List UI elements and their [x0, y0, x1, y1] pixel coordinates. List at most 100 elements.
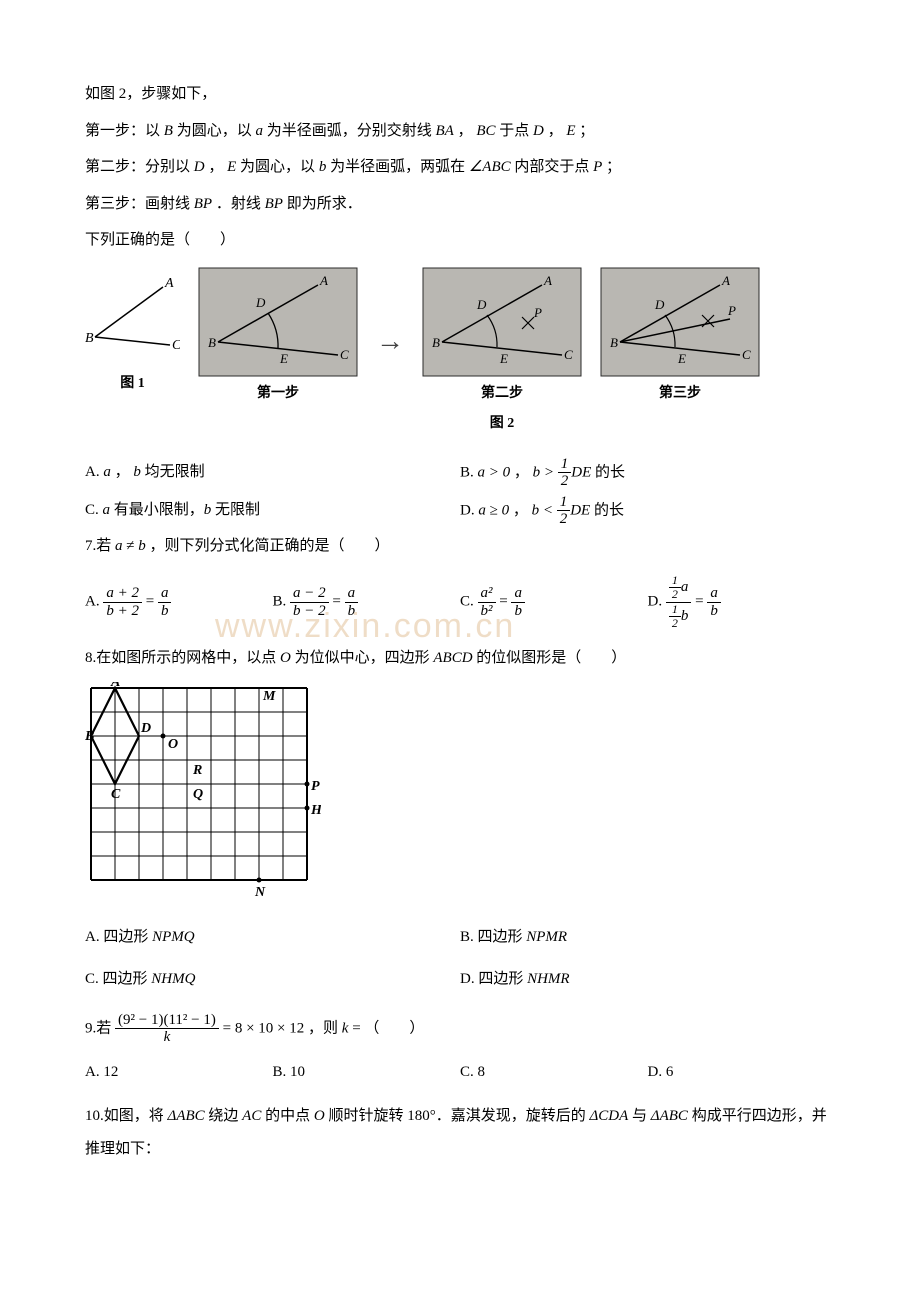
den: b − 2 [290, 603, 329, 620]
svg-text:A: A [164, 276, 174, 291]
svg-text:N: N [254, 885, 266, 898]
svg-text:C: C [564, 347, 573, 362]
var-BC: BC [476, 123, 495, 139]
text: ， [510, 464, 533, 480]
q8-choice-A: A. 四边形 NPMQ [85, 923, 460, 952]
text: ，则下列分式化简正确的是（ ） [146, 538, 390, 554]
num: a + 2 [103, 585, 142, 603]
text: = （ ） [348, 1020, 424, 1036]
expr: a > 0 [478, 464, 511, 480]
frac-r: ab [707, 585, 721, 619]
text: ， [205, 159, 228, 175]
eq: = [329, 594, 345, 610]
q9-choice-D: D. 6 [648, 1058, 836, 1087]
svg-text:C: C [172, 338, 180, 353]
text: ．射线 [212, 196, 265, 212]
text: ， [509, 502, 532, 518]
figure-step2-svg: A B C D E P [422, 267, 582, 377]
q7-stem: 7.若 a ≠ b ，则下列分式化简正确的是（ ） [85, 532, 835, 561]
label: B. [273, 594, 291, 610]
var-a: a [103, 464, 111, 480]
svg-text:R: R [192, 763, 202, 778]
figure-step3-caption: 第三步 [659, 381, 701, 408]
num: (9² − 1)(11² − 1) [115, 1012, 219, 1030]
text: 8.在如图所示的网格中，以点 [85, 650, 280, 666]
figure-1: A B C 图 1 [85, 267, 180, 398]
text: 9.若 [85, 1020, 115, 1036]
var-E: E [227, 159, 236, 175]
q9-choice-B: B. 10 [273, 1058, 461, 1087]
intro-line-4: 第三步：画射线 BP ．射线 BP 即为所求． [85, 190, 835, 219]
num: a [158, 585, 172, 603]
n: 1 [669, 574, 681, 588]
q6-row1: A. a ， b 均无限制 B. a > 0 ， b > 12DE 的长 [85, 456, 835, 490]
figure-step2-caption-b: 图 2 [490, 411, 515, 438]
text: 绕边 [205, 1108, 243, 1124]
svg-text:H: H [310, 803, 321, 818]
q8-choice-D: D. 四边形 NHMR [460, 965, 835, 994]
tri1: ΔABC [168, 1108, 205, 1124]
figure-step3: A B C D E P 第三步 [600, 267, 760, 408]
intro-line-3: 第二步：分别以 D ， E 为圆心，以 b 为半径画弧，两弧在 ∠ABC 内部交… [85, 153, 835, 182]
var-b: b [133, 464, 141, 480]
num: 1 [557, 494, 571, 512]
svg-text:D: D [255, 295, 266, 310]
text: 的位似图形是（ ） [473, 650, 627, 666]
frac-l: a²b² [478, 585, 496, 619]
var-D: D [194, 159, 205, 175]
frac-r: ab [345, 585, 359, 619]
q9-choice-C: C. 8 [460, 1058, 648, 1087]
var-P: P [593, 159, 602, 175]
den: b [345, 603, 359, 620]
den: b [511, 603, 525, 620]
text: 为圆心，以 [173, 123, 256, 139]
q9-choices: A. 12 B. 10 C. 8 D. 6 [85, 1058, 835, 1087]
text: 第一步：以 [85, 123, 164, 139]
frac: (9² − 1)(11² − 1)k [115, 1012, 219, 1046]
intro-line-2: 第一步：以 B 为圆心，以 a 为半径画弧，分别交射线 BA ， BC 于点 D… [85, 117, 835, 146]
text: 为半径画弧，两弧在 [326, 159, 469, 175]
text: 10.如图，将 [85, 1108, 168, 1124]
text: 为圆心，以 [236, 159, 319, 175]
num: a − 2 [290, 585, 329, 603]
text: 的长 [590, 502, 624, 518]
text: ； [602, 159, 621, 175]
label: A. [85, 464, 103, 480]
q8-row2: C. 四边形 NHMQ D. 四边形 NHMR [85, 965, 835, 994]
label: D. [460, 502, 478, 518]
text: ，则 [304, 1020, 342, 1036]
eq: = [496, 594, 512, 610]
var-ABCD: ABCD [433, 650, 472, 666]
d: 2 [669, 617, 681, 630]
var-E: E [566, 123, 575, 139]
q6-choice-C: C. a 有最小限制，b 无限制 [85, 496, 460, 525]
frac-l: a − 2b − 2 [290, 585, 329, 619]
q10-stem: 10.如图，将 ΔABC 绕边 AC 的中点 O 顺时针旋转 180°．嘉淇发现… [85, 1100, 835, 1166]
svg-text:C: C [111, 787, 121, 802]
figure-step1: A B C D E 第一步 [198, 267, 358, 408]
O: O [314, 1108, 325, 1124]
text: 的长 [591, 464, 625, 480]
label: D. [648, 594, 666, 610]
figure-row: A B C 图 1 A B C D E 第一步 → A B C [85, 267, 835, 438]
figure-1-caption: 图 1 [120, 371, 145, 398]
eq: = [691, 594, 707, 610]
val: NHMR [527, 971, 570, 987]
figure-step1-svg: A B C D E [198, 267, 358, 377]
label: A. 四边形 [85, 929, 152, 945]
tri2: ΔCDA [589, 1108, 628, 1124]
val: NPMQ [152, 929, 195, 945]
q6-choice-A: A. a ， b 均无限制 [85, 458, 460, 487]
num: a² [478, 585, 496, 603]
text: 于点 [495, 123, 533, 139]
AC: AC [242, 1108, 261, 1124]
q7-choice-D: D. 12a12b = ab [648, 574, 836, 630]
expr: a ≥ 0 [478, 502, 509, 518]
q7-choices: A. a + 2b + 2 = ab B. a − 2b − 2 = ab C.… [85, 574, 835, 630]
svg-text:P: P [311, 779, 320, 794]
var-O: O [280, 650, 291, 666]
svg-text:E: E [279, 351, 288, 366]
var-DE: DE [570, 502, 590, 518]
figure-step3-svg: A B C D E P [600, 267, 760, 377]
den: b [158, 603, 172, 620]
